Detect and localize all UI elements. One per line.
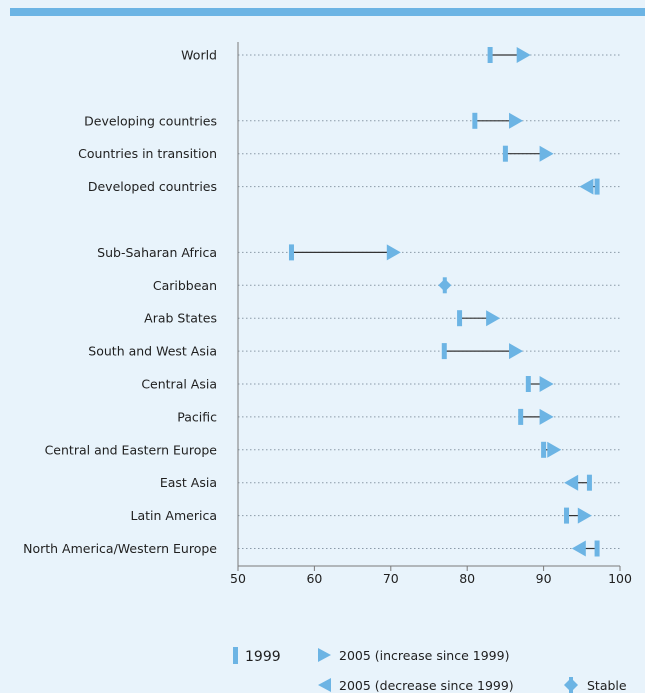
marker-2005-increase [539,145,554,162]
category-label: North America/Western Europe [23,541,217,556]
marker-1999 [564,507,570,524]
category-label: South and West Asia [88,344,217,359]
category-row: North America/Western Europe [23,540,620,557]
legend-stable-right [573,680,578,690]
marker-1999 [518,408,524,425]
header-accent-bar [10,8,645,16]
category-label: Pacific [177,409,217,424]
marker-1999 [502,145,508,162]
category-row: South and West Asia [88,343,620,360]
x-tick-label: 50 [230,571,246,586]
marker-2005-increase [486,310,501,327]
legend-decrease-label: 2005 (decrease since 1999) [339,678,514,693]
category-row: Latin America [131,507,620,524]
chart-rows: World Developing countries Countries in tr… [23,47,620,557]
x-tick-label: 100 [608,571,632,586]
x-tick-label: 90 [536,571,552,586]
category-row: East Asia [160,474,620,491]
category-row: World [181,47,620,63]
marker-1999 [586,474,592,491]
legend-stable-label: Stable [587,678,627,693]
category-row: Arab States [144,310,620,327]
legend-stable-bar [569,677,573,693]
marker-1999 [487,47,493,63]
marker-2005-increase [547,441,562,458]
marker-1999 [288,244,294,261]
legend-stable-marker [564,677,578,693]
category-row: Countries in transition [78,145,620,162]
marker-2005-increase [539,376,554,392]
x-tick-label: 60 [306,571,322,586]
marker-1999 [594,540,600,557]
category-label: Developed countries [88,179,217,194]
category-row: Caribbean [153,277,620,294]
category-row: Pacific [177,408,620,425]
marker-2005-decrease [564,474,579,491]
category-label: Central and Eastern Europe [45,442,218,457]
category-label: Arab States [144,311,217,326]
marker-2005-increase [516,47,531,63]
category-row: Developing countries [84,112,620,129]
marker-2005-increase [509,112,524,129]
marker-1999 [525,376,531,392]
category-label: Developing countries [84,113,217,128]
category-row: Central and Eastern Europe [45,441,620,458]
x-axis-ticks: 50 60 70 80 90 100 [230,566,632,586]
x-tick-label: 80 [459,571,475,586]
marker-2005-decrease [579,178,594,195]
legend-stable-left [564,680,569,690]
marker-1999 [541,441,547,458]
legend: 1999 2005 (increase since 1999) 2005 (de… [233,647,627,693]
category-row: Sub-Saharan Africa [97,244,620,261]
category-row: Central Asia [141,376,620,392]
marker-1999 [472,112,478,129]
marker-stable-left [438,280,444,291]
legend-1999-marker [233,647,238,664]
legend-1999-label: 1999 [245,649,281,665]
marker-2005-decrease [571,540,586,557]
category-label: Sub-Saharan Africa [97,245,217,260]
marker-2005-increase [386,244,401,261]
category-label: Latin America [131,508,217,523]
marker-1999 [442,277,447,294]
category-row: Developed countries [88,178,620,195]
legend-increase-label: 2005 (increase since 1999) [339,648,509,663]
marker-stable-right [446,280,452,291]
marker-1999 [441,343,447,360]
marker-2005-increase [577,507,592,524]
marker-2005-increase [539,408,554,425]
marker-1999 [457,310,463,327]
legend-decrease-marker [318,678,331,692]
x-tick-label: 70 [383,571,399,586]
category-label: Central Asia [141,377,217,392]
category-label: East Asia [160,475,217,490]
marker-2005-increase [509,343,524,360]
category-label: World [181,48,217,63]
category-label: Caribbean [153,278,217,293]
legend-increase-marker [318,648,331,662]
marker-1999 [594,178,600,195]
category-label: Countries in transition [78,146,217,161]
